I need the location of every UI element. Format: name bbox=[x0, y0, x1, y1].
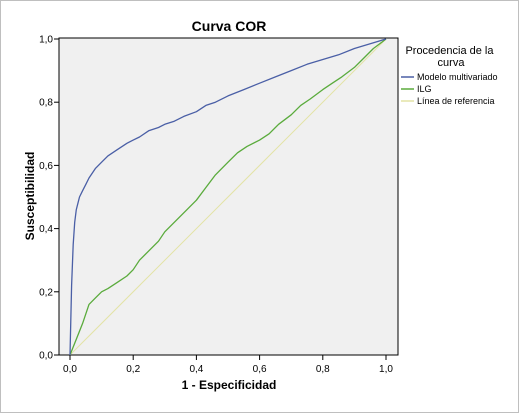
y-tick-label: 0,0 bbox=[39, 351, 53, 362]
y-tick-label: 0,2 bbox=[39, 287, 53, 298]
x-tick-label: 0,2 bbox=[126, 364, 140, 375]
series-layer bbox=[69, 38, 387, 356]
series-line-linea-de-referencia bbox=[69, 38, 387, 356]
y-tick-label: 0,4 bbox=[39, 224, 53, 235]
x-tick-label: 0,8 bbox=[316, 364, 330, 375]
y-axis-label: Susceptibilidad bbox=[23, 152, 37, 241]
legend-item: Línea de referencia bbox=[401, 96, 495, 106]
x-tick-label: 1,0 bbox=[379, 364, 393, 375]
series-line-ilg bbox=[69, 38, 387, 356]
legend-label: Modelo multivariado bbox=[417, 72, 498, 82]
series-line-modelo-multivariado bbox=[69, 38, 387, 356]
y-tick-label: 1,0 bbox=[39, 35, 53, 46]
legend-label: Línea de referencia bbox=[417, 96, 495, 106]
x-tick-label: 0,6 bbox=[253, 364, 267, 375]
ticks-layer: 0,0 0,2 0,4 0,6 0,8 1,0 0,0 0,2 0,4 0,6 0,8 1,0 bbox=[39, 35, 393, 376]
legend-title: Procedencia de la curva bbox=[405, 45, 496, 69]
x-tick-label: 0,0 bbox=[63, 364, 77, 375]
legend-label: ILG bbox=[417, 84, 432, 94]
legend: Procedencia de la curva Modelo multivari… bbox=[401, 45, 498, 106]
x-tick-label: 0,4 bbox=[189, 364, 203, 375]
chart-title: Curva COR bbox=[192, 18, 267, 34]
y-tick-label: 0,6 bbox=[39, 161, 53, 172]
x-axis-label: 1 - Especificidad bbox=[182, 378, 277, 392]
legend-item: ILG bbox=[401, 84, 432, 94]
legend-item: Modelo multivariado bbox=[401, 72, 498, 82]
legend-items: Modelo multivariado ILG Línea de referenci… bbox=[401, 72, 498, 106]
y-tick-label: 0,8 bbox=[39, 98, 53, 109]
